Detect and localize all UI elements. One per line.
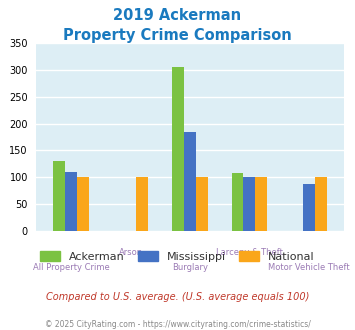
Text: Burglary: Burglary [172, 263, 208, 272]
Text: Larceny & Theft: Larceny & Theft [216, 248, 283, 257]
Bar [255, 177, 267, 231]
Bar [65, 172, 77, 231]
Bar [196, 177, 208, 231]
Bar [53, 161, 65, 231]
Text: Property Crime Comparison: Property Crime Comparison [63, 28, 292, 43]
Text: All Property Crime: All Property Crime [33, 263, 109, 272]
Text: Arson: Arson [119, 248, 143, 257]
Bar [172, 67, 184, 231]
Text: 2019 Ackerman: 2019 Ackerman [114, 8, 241, 23]
Text: Motor Vehicle Theft: Motor Vehicle Theft [268, 263, 350, 272]
Bar [303, 184, 315, 231]
Bar [77, 177, 89, 231]
Bar [136, 177, 148, 231]
Bar [315, 177, 327, 231]
Bar [231, 173, 244, 231]
Text: Compared to U.S. average. (U.S. average equals 100): Compared to U.S. average. (U.S. average … [46, 292, 309, 302]
Legend: Ackerman, Mississippi, National: Ackerman, Mississippi, National [36, 247, 320, 267]
Bar [184, 132, 196, 231]
Bar [244, 177, 255, 231]
Text: © 2025 CityRating.com - https://www.cityrating.com/crime-statistics/: © 2025 CityRating.com - https://www.city… [45, 320, 310, 329]
